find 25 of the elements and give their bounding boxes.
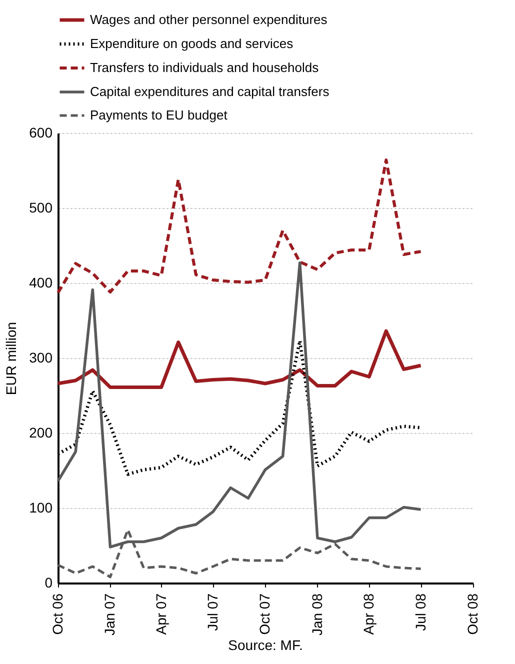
x-tick-label: Jan 08 <box>308 593 325 636</box>
x-tick-label: Apr 08 <box>360 593 377 635</box>
x-tick-label: Oct 06 <box>50 593 66 635</box>
y-tick-label: 300 <box>29 350 53 366</box>
x-tick-label: Jul 07 <box>204 593 220 631</box>
legend-label: Expenditure on goods and services <box>90 36 294 51</box>
x-tick-label: Jul 08 <box>412 593 428 631</box>
legend-label: Payments to EU budget <box>90 108 228 122</box>
source-note: Source: MF. <box>228 637 303 654</box>
line-series <box>56 329 423 389</box>
y-tick-label: 100 <box>29 500 53 516</box>
y-tick-label: 0 <box>44 574 53 590</box>
line-series <box>56 158 422 294</box>
y-tick-label: 400 <box>29 274 53 290</box>
y-tick-label: 200 <box>29 424 53 440</box>
y-tick-label: 500 <box>29 200 53 216</box>
y-axis-title: EUR million <box>3 322 20 396</box>
y-tick-label: 600 <box>29 124 53 140</box>
x-tick-label: Oct 08 <box>464 593 480 635</box>
legend-label: Wages and other personnel expenditures <box>90 12 328 27</box>
legend-label: Capital expenditures and capital transfers <box>90 84 330 99</box>
x-tick-label: Jan 07 <box>102 593 118 636</box>
legend-label: Transfers to individuals and households <box>90 60 320 75</box>
x-tick-label: Apr 07 <box>152 593 169 635</box>
x-tick-label: Oct 07 <box>256 593 273 635</box>
